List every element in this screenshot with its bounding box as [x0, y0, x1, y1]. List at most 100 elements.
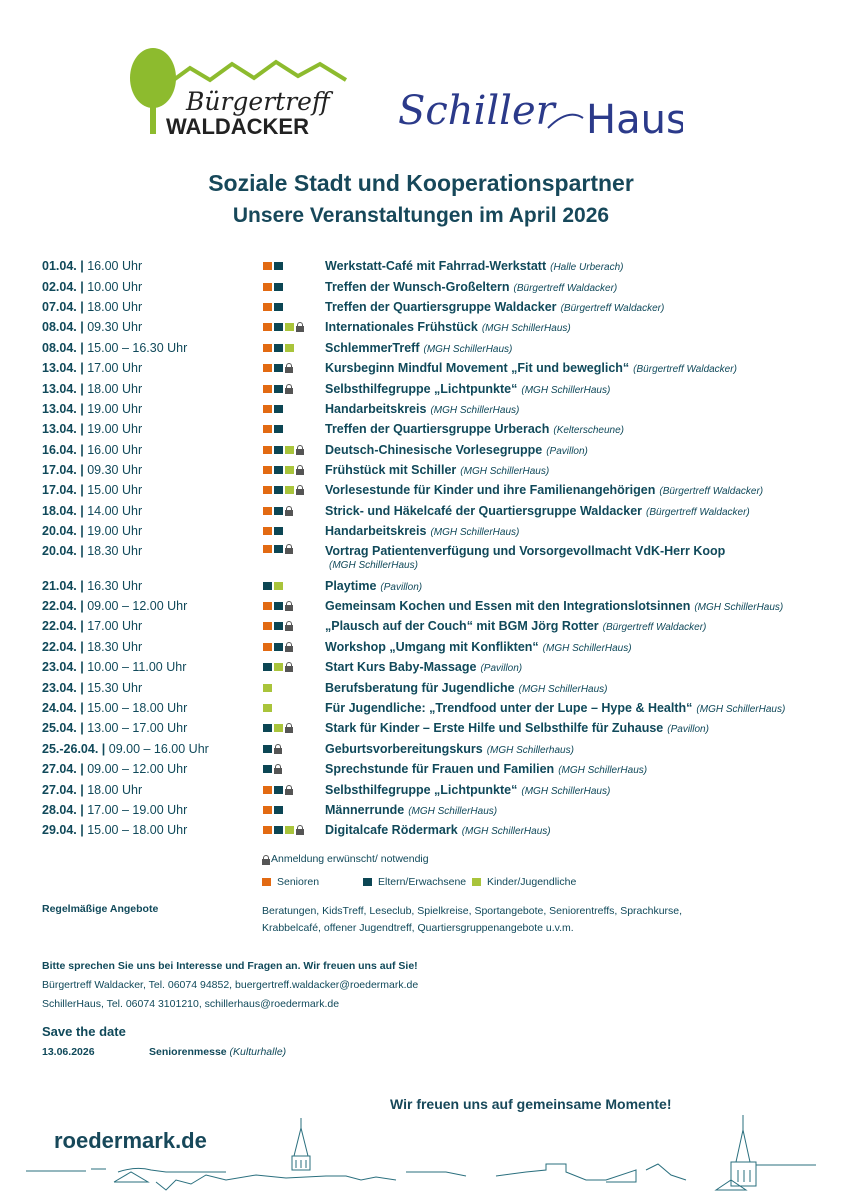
eltern-square-icon: [274, 545, 283, 554]
event-time: 15.30 Uhr: [87, 680, 143, 695]
event-row: 18.04. | 14.00 Uhr Strick- und Häkelcafé …: [42, 501, 822, 521]
eltern-square-icon: [274, 805, 283, 814]
senioren-square-icon: [263, 622, 272, 631]
event-row: 27.04. | 09.00 – 12.00 Uhr Sprechstunde f…: [42, 759, 822, 779]
kinder-square-icon: [285, 445, 294, 454]
event-audience-icons: [263, 544, 325, 555]
event-location: (MGH SchillerHaus): [408, 805, 498, 817]
event-title: Strick- und Häkelcafé der Quartiersgrupp…: [325, 503, 643, 518]
page-title: Soziale Stadt und Kooperationspartner: [208, 170, 634, 196]
website-link[interactable]: roedermark.de: [54, 1128, 207, 1153]
event-audience-icons: [263, 383, 325, 394]
senioren-square-icon: [262, 878, 271, 886]
event-list: 01.04. | 16.00 Uhr Werkstatt-Café mit Fah…: [42, 256, 822, 841]
event-datetime: 13.04. | 19.00 Uhr: [42, 402, 263, 416]
event-row: 22.04. | 17.00 Uhr „Plausch auf der Couch…: [42, 616, 822, 636]
event-title-block: Frühstück mit Schiller (MGH SchillerHaus): [325, 463, 549, 477]
event-title-block: Stark für Kinder – Erste Hilfe und Selbs…: [325, 721, 709, 735]
kinder-square-icon: [285, 826, 294, 835]
event-audience-icons: [263, 363, 325, 374]
event-audience-icons: [263, 425, 325, 434]
kinder-square-icon: [285, 486, 294, 495]
event-row: 17.04. | 09.30 Uhr Frühstück mit Schiller…: [42, 460, 822, 480]
lock-icon: [274, 764, 282, 775]
event-audience-icons: [263, 404, 325, 413]
event-title-block: Playtime (Pavillon): [325, 579, 422, 593]
save-the-date-title: Save the date: [42, 1024, 126, 1039]
lock-icon: [285, 544, 293, 555]
event-date: 23.04. |: [42, 660, 84, 675]
event-location: (MGH SchillerHaus): [518, 683, 608, 695]
event-title-block: Handarbeitskreis (MGH SchillerHaus): [325, 524, 519, 538]
event-time: 13.00 – 17.00 Uhr: [87, 721, 188, 736]
event-time: 09.00 – 12.00 Uhr: [87, 762, 188, 777]
event-title-block: „Plausch auf der Couch“ mit BGM Jörg Rot…: [325, 619, 706, 633]
event-location: (Pavillon): [380, 581, 423, 593]
event-datetime: 08.04. | 15.00 – 16.30 Uhr: [42, 341, 263, 355]
event-time: 18.30 Uhr: [87, 639, 143, 654]
event-audience-icons: [263, 343, 325, 352]
senioren-square-icon: [263, 826, 272, 835]
event-title-block: Selbsthilfegruppe „Lichtpunkte“ (MGH Schi…: [325, 382, 610, 396]
lock-icon: [285, 363, 293, 374]
event-datetime: 27.04. | 09.00 – 12.00 Uhr: [42, 762, 263, 776]
event-location: (Bürgertreff Waldacker): [602, 622, 707, 634]
event-date: 18.04. |: [42, 503, 84, 518]
save-the-date-row: 13.06.2026 Seniorenmesse (Kulturhalle): [42, 1046, 286, 1058]
senioren-square-icon: [263, 602, 272, 611]
event-title: Handarbeitskreis: [325, 524, 427, 539]
eltern-square-icon: [263, 663, 272, 672]
event-time: 09.00 – 16.00 Uhr: [108, 741, 209, 756]
event-title-block: Treffen der Quartiersgruppe Waldacker (Bü…: [325, 300, 664, 314]
eltern-square-icon: [274, 602, 283, 611]
event-date: 20.04. |: [42, 544, 84, 559]
lock-icon: [296, 465, 304, 476]
event-title: Werkstatt-Café mit Fahrrad-Werkstatt: [325, 259, 547, 274]
event-audience-icons: [263, 485, 325, 496]
event-row: 13.04. | 19.00 Uhr Treffen der Quartiersg…: [42, 419, 822, 439]
event-time: 15.00 Uhr: [87, 483, 143, 498]
event-title-block: Gemeinsam Kochen und Essen mit den Integ…: [325, 599, 783, 613]
event-time: 17.00 Uhr: [87, 619, 143, 634]
event-location: (MGH SchillerHaus): [430, 527, 520, 539]
legend-label: Senioren: [277, 876, 320, 888]
event-audience-icons: [263, 743, 325, 754]
senioren-square-icon: [263, 384, 272, 393]
event-time: 16.00 Uhr: [87, 442, 143, 457]
event-location: (Bürgertreff Waldacker): [560, 302, 665, 314]
event-title: Digitalcafe Rödermark: [325, 823, 458, 838]
event-location: (MGH SchillerHaus): [521, 384, 611, 396]
eltern-square-icon: [274, 642, 283, 651]
legend-label: Kinder/Jugendliche: [487, 876, 577, 888]
event-date: 25.04. |: [42, 721, 84, 736]
event-date: 27.04. |: [42, 762, 84, 777]
event-title: Treffen der Quartiersgruppe Waldacker: [325, 299, 557, 314]
event-title: Treffen der Wunsch-Großeltern: [325, 279, 510, 294]
event-row: 08.04. | 09.30 Uhr Internationales Frühst…: [42, 317, 822, 337]
event-title: Frühstück mit Schiller: [325, 463, 457, 478]
legend-senioren: Senioren: [262, 876, 363, 888]
senioren-square-icon: [263, 466, 272, 475]
event-row: 29.04. | 15.00 – 18.00 Uhr Digitalcafe Rö…: [42, 820, 822, 840]
eltern-square-icon: [274, 486, 283, 495]
event-datetime: 16.04. | 16.00 Uhr: [42, 443, 263, 457]
lock-icon: [296, 825, 304, 836]
legend-kinder: Kinder/Jugendliche: [472, 876, 576, 888]
senioren-square-icon: [263, 506, 272, 515]
event-row: 22.04. | 18.30 Uhr Workshop „Umgang mit K…: [42, 637, 822, 657]
event-time: 19.00 Uhr: [87, 401, 143, 416]
event-date: 17.04. |: [42, 463, 84, 478]
eltern-square-icon: [274, 404, 283, 413]
event-datetime: 18.04. | 14.00 Uhr: [42, 504, 263, 518]
event-location: (Bürgertreff Waldacker): [633, 364, 737, 376]
event-date: 13.04. |: [42, 422, 84, 437]
event-date: 13.04. |: [42, 401, 84, 416]
eltern-square-icon: [263, 765, 272, 774]
event-row: 23.04. | 15.30 Uhr Berufsberatung für Jug…: [42, 677, 822, 697]
event-datetime: 29.04. | 15.00 – 18.00 Uhr: [42, 823, 263, 837]
event-time: 18.30 Uhr: [87, 544, 143, 559]
event-row: 17.04. | 15.00 Uhr Vorlesestunde für Kind…: [42, 480, 822, 500]
event-audience-icons: [263, 825, 325, 836]
event-audience-icons: [263, 662, 325, 673]
event-date: 25.-26.04. |: [42, 741, 106, 756]
